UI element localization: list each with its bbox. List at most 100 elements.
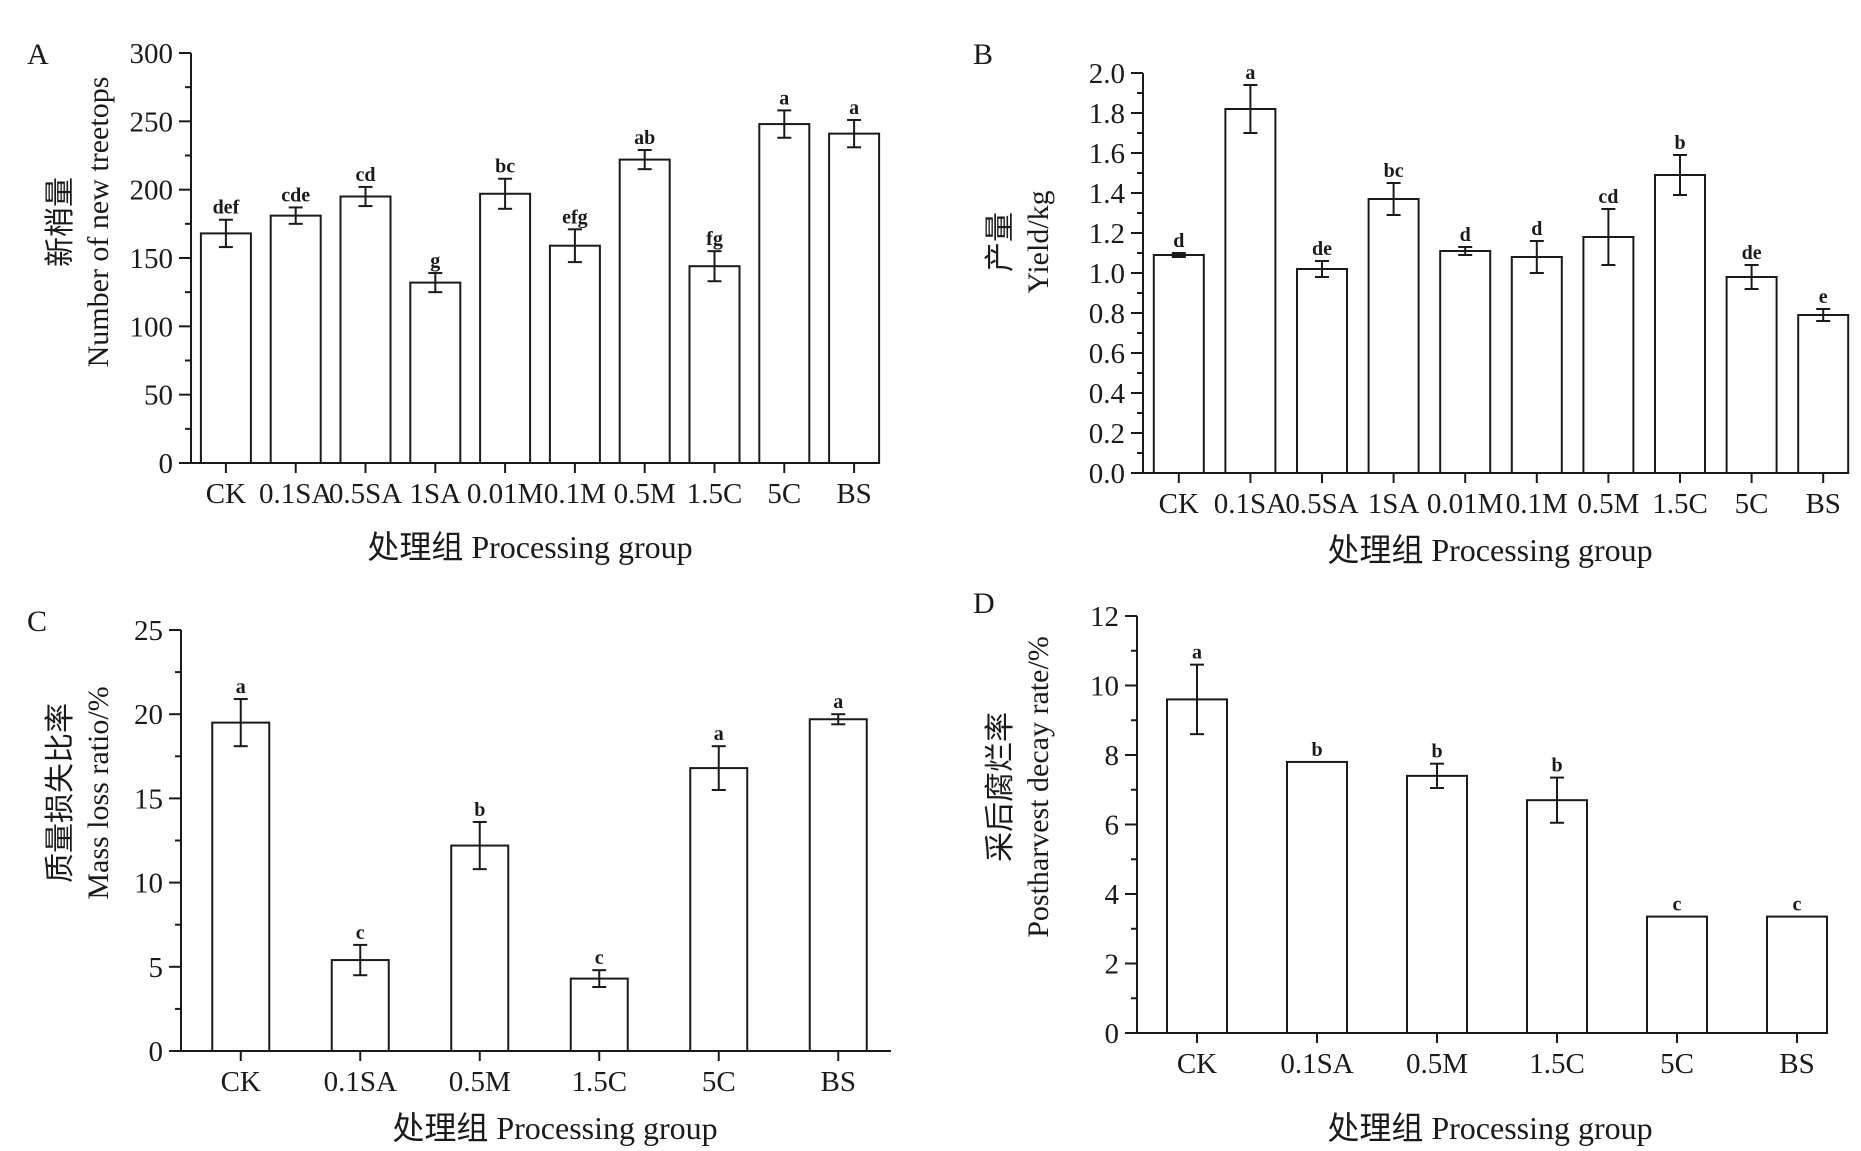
panel-d-bar xyxy=(1646,915,1708,1034)
panel-b-significance-label: bc xyxy=(1384,160,1404,182)
panel-a-y-tick-label: 300 xyxy=(130,38,174,70)
panel-d-significance-label: b xyxy=(1311,739,1322,761)
panel-b-x-tick-label: 1.5C xyxy=(1652,488,1708,520)
panel-c-y-tick-label: 15 xyxy=(134,783,163,815)
panel-a-significance-label: fg xyxy=(706,228,723,250)
panel-a-significance-label: cd xyxy=(356,164,376,186)
panel-b-y-tick-label: 0.4 xyxy=(1089,378,1126,410)
panel-a-bar xyxy=(339,195,392,464)
panel-a-chart: 0 50 100 150 200 250 300 def CK cde 0.1SA cd 0.5SA g 1… xyxy=(130,38,881,510)
panel-b-bar xyxy=(1224,108,1277,474)
panel-d-y-tick-label: 12 xyxy=(1090,601,1119,633)
panel-b-bar xyxy=(1654,174,1706,474)
panel-a-x-tick-label: 1SA xyxy=(410,478,462,510)
panel-a-bar xyxy=(479,192,532,464)
panel-d-significance-label: c xyxy=(1793,894,1802,916)
panel-d-x-tick-label: 5C xyxy=(1660,1048,1694,1080)
panel-c-significance-label: a xyxy=(714,723,724,745)
panel-a-x-tick-label: 0.5M xyxy=(614,478,676,510)
panel-c-bar xyxy=(689,767,749,1052)
panel-c-x-tick-label: 0.1SA xyxy=(324,1066,397,1098)
panel-b-y-tick-label: 1.0 xyxy=(1089,258,1125,290)
panel-b-significance-label: cd xyxy=(1598,186,1618,208)
panel-c-y-tick-label: 5 xyxy=(149,952,164,984)
panel-d-significance-label: b xyxy=(1431,741,1442,763)
panel-a-bar xyxy=(828,132,881,464)
panel-a-x-tick-label: 1.5C xyxy=(687,478,743,510)
panel-b-significance-label: d xyxy=(1531,218,1542,240)
panel-a-y-tick-label: 0 xyxy=(159,448,174,480)
panel-b-y-tick-label: 1.6 xyxy=(1089,138,1125,170)
panel-a-bar xyxy=(269,214,322,464)
panel-c-significance-label: a xyxy=(833,691,843,713)
panel-d-x-tick-label: CK xyxy=(1177,1048,1217,1080)
panel-a-x-tick-label: 0.1SA xyxy=(259,478,332,510)
panel-c-significance-label: a xyxy=(236,676,246,698)
panel-a-y-tick-label: 250 xyxy=(130,106,174,138)
panel-a-x-tick-label: 5C xyxy=(767,478,801,510)
panel-b-bar xyxy=(1439,250,1492,474)
panel-c-bar xyxy=(569,977,629,1053)
panel-b-x-tick-label: BS xyxy=(1805,488,1840,520)
panel-a-significance-label: ab xyxy=(634,127,655,149)
panel-letter-b: B xyxy=(973,38,994,71)
panel-letter-a: A xyxy=(27,38,49,71)
panel-c-bar xyxy=(808,718,868,1052)
panel-letter-d: D xyxy=(973,587,995,620)
panel-c: C 质量损失比率 Mass loss ratio/% 处理组 Processin… xyxy=(0,575,930,1151)
panel-a-bar xyxy=(199,232,252,464)
panel-c-x-tick-label: 5C xyxy=(702,1066,736,1098)
panel-c-y-tick-label: 10 xyxy=(134,868,163,900)
panel-a-x-tick-label: 0.01M xyxy=(467,478,544,510)
panel-d-x-tick-label: 1.5C xyxy=(1529,1048,1585,1080)
panel-d-bar xyxy=(1766,915,1828,1034)
panel-c-x-tick-label: 1.5C xyxy=(571,1066,627,1098)
panel-d-y-tick-label: 4 xyxy=(1105,879,1120,911)
panel-b-y-tick-label: 0.8 xyxy=(1089,298,1125,330)
panel-a-x-axis-title: 处理组 Processing group xyxy=(367,529,693,565)
panel-b-x-tick-label: 1SA xyxy=(1368,488,1420,520)
panel-b-bar xyxy=(1582,236,1635,474)
panel-c-y-tick-label: 0 xyxy=(149,1036,164,1068)
panel-c-y-tick-label: 25 xyxy=(134,615,163,647)
panel-b-y-tick-label: 1.2 xyxy=(1089,218,1125,250)
panel-a-significance-label: def xyxy=(213,197,240,219)
panel-b-bar xyxy=(1296,268,1348,474)
panel-b-chart: 0.0 0.2 0.4 0.6 0.8 1.0 1.2 1.4 1.6 1.8 2.0 d CK a 0.1… xyxy=(1089,58,1850,520)
panel-c-significance-label: b xyxy=(474,799,485,821)
panel-a-significance-label: bc xyxy=(495,156,515,178)
panel-b-y-tick-label: 2.0 xyxy=(1089,58,1125,90)
panel-d-bar xyxy=(1166,698,1228,1035)
panel-b-y-tick-label: 0.6 xyxy=(1089,338,1125,370)
panel-a-y-tick-label: 200 xyxy=(130,175,174,207)
panel-c-x-tick-label: BS xyxy=(821,1066,856,1098)
panel-c-significance-label: c xyxy=(356,922,365,944)
panel-d-significance-label: a xyxy=(1192,642,1202,664)
panel-b-y-tick-label: 1.4 xyxy=(1089,178,1126,210)
panel-b-significance-label: d xyxy=(1173,230,1184,252)
panel-a-x-tick-label: 0.1M xyxy=(544,478,606,510)
panel-d-y-tick-label: 0 xyxy=(1105,1018,1120,1050)
panel-b: B 产量 Yield/kg 处理组 Processing group 0.0 0.… xyxy=(930,0,1861,575)
panel-b-x-tick-label: 0.1M xyxy=(1506,488,1568,520)
panel-b-x-axis-title: 处理组 Processing group xyxy=(1327,532,1653,568)
panel-c-y-tick-label: 20 xyxy=(134,699,163,731)
panel-c-chart: 0 5 10 15 20 25 a CK c 0.1SA b 0.5M c 1.5C a 5C a BS xyxy=(134,615,891,1098)
panel-d-y-tick-label: 6 xyxy=(1105,810,1120,842)
panel-d-y-tick-label: 10 xyxy=(1090,671,1119,703)
panel-a-y-tick-label: 100 xyxy=(130,311,174,343)
panel-a-y-tick-label: 150 xyxy=(130,243,174,275)
panel-b-x-tick-label: 5C xyxy=(1735,488,1769,520)
panel-d-y-tick-label: 2 xyxy=(1105,949,1120,981)
panel-b-y-tick-label: 0.2 xyxy=(1089,418,1125,450)
panel-b-x-tick-label: 0.01M xyxy=(1427,488,1504,520)
panel-d-bar xyxy=(1526,799,1588,1034)
panel-a-bar xyxy=(688,265,741,465)
panel-b-x-tick-label: 0.5SA xyxy=(1285,488,1358,520)
panel-b-bar xyxy=(1510,256,1563,474)
panel-c-significance-label: c xyxy=(595,947,604,969)
panel-a-bar xyxy=(548,244,601,464)
panel-b-significance-label: a xyxy=(1245,62,1255,84)
panel-b-significance-label: de xyxy=(1312,238,1332,260)
panel-b-y-tick-label: 1.8 xyxy=(1089,98,1125,130)
